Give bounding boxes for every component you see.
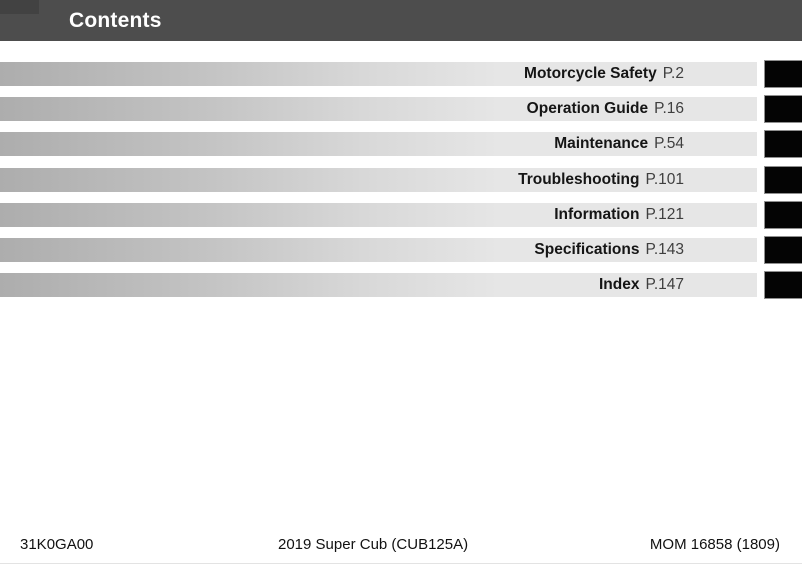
toc-edge-tab-index[interactable] [764, 271, 802, 299]
toc-edge-tab-operation-guide[interactable] [764, 95, 802, 123]
toc-row-motorcycle-safety: Motorcycle Safety P.2 [0, 60, 802, 88]
footer-doc-code: 31K0GA00 [20, 536, 94, 553]
toc-entry-page-ref: P.16 [654, 100, 684, 117]
toc-entry-information[interactable]: Information P.121 [0, 203, 757, 227]
toc-entry-title: Operation Guide [526, 100, 649, 117]
toc-row-operation-guide: Operation Guide P.16 [0, 95, 802, 123]
toc-entry-title: Index [599, 276, 640, 293]
toc-entry-page-ref: P.2 [662, 65, 684, 82]
toc-entry-title: Information [554, 206, 640, 223]
toc-entry-title: Maintenance [554, 135, 649, 152]
toc-entry-page-ref: P.101 [645, 171, 684, 188]
toc-edge-tab-specifications[interactable] [764, 236, 802, 264]
toc-entry-page-ref: P.143 [645, 241, 684, 258]
toc-entry-operation-guide[interactable]: Operation Guide P.16 [0, 97, 757, 121]
toc-edge-tab-information[interactable] [764, 201, 802, 229]
toc-row-information: Information P.121 [0, 201, 802, 229]
toc-entry-index[interactable]: Index P.147 [0, 273, 757, 297]
toc-entry-title: Motorcycle Safety [524, 65, 657, 82]
corner-accent [0, 0, 39, 14]
toc-edge-tab-maintenance[interactable] [764, 130, 802, 158]
toc-entry-title: Specifications [534, 241, 640, 258]
toc-entry-specifications[interactable]: Specifications P.143 [0, 238, 757, 262]
toc-entry-page-ref: P.121 [645, 206, 684, 223]
footer: 31K0GA00 2019 Super Cub (CUB125A) MOM 16… [0, 536, 802, 556]
toc-entry-motorcycle-safety[interactable]: Motorcycle Safety P.2 [0, 62, 757, 86]
bottom-rule [0, 563, 802, 564]
toc-entry-page-ref: P.147 [645, 276, 684, 293]
footer-part-number: MOM 16858 (1809) [649, 536, 780, 553]
toc-edge-tab-motorcycle-safety[interactable] [764, 60, 802, 88]
page-title: Contents [69, 9, 162, 32]
toc-entry-page-ref: P.54 [654, 135, 684, 152]
header-bar: Contents [0, 0, 802, 41]
toc-entry-troubleshooting[interactable]: Troubleshooting P.101 [0, 168, 757, 192]
toc-row-troubleshooting: Troubleshooting P.101 [0, 166, 802, 194]
toc-row-specifications: Specifications P.143 [0, 236, 802, 264]
toc-row-maintenance: Maintenance P.54 [0, 130, 802, 158]
toc-entry-maintenance[interactable]: Maintenance P.54 [0, 132, 757, 156]
toc-edge-tab-troubleshooting[interactable] [764, 166, 802, 194]
footer-model-name: 2019 Super Cub (CUB125A) [278, 536, 469, 553]
toc-row-index: Index P.147 [0, 271, 802, 299]
toc-entry-title: Troubleshooting [518, 171, 640, 188]
